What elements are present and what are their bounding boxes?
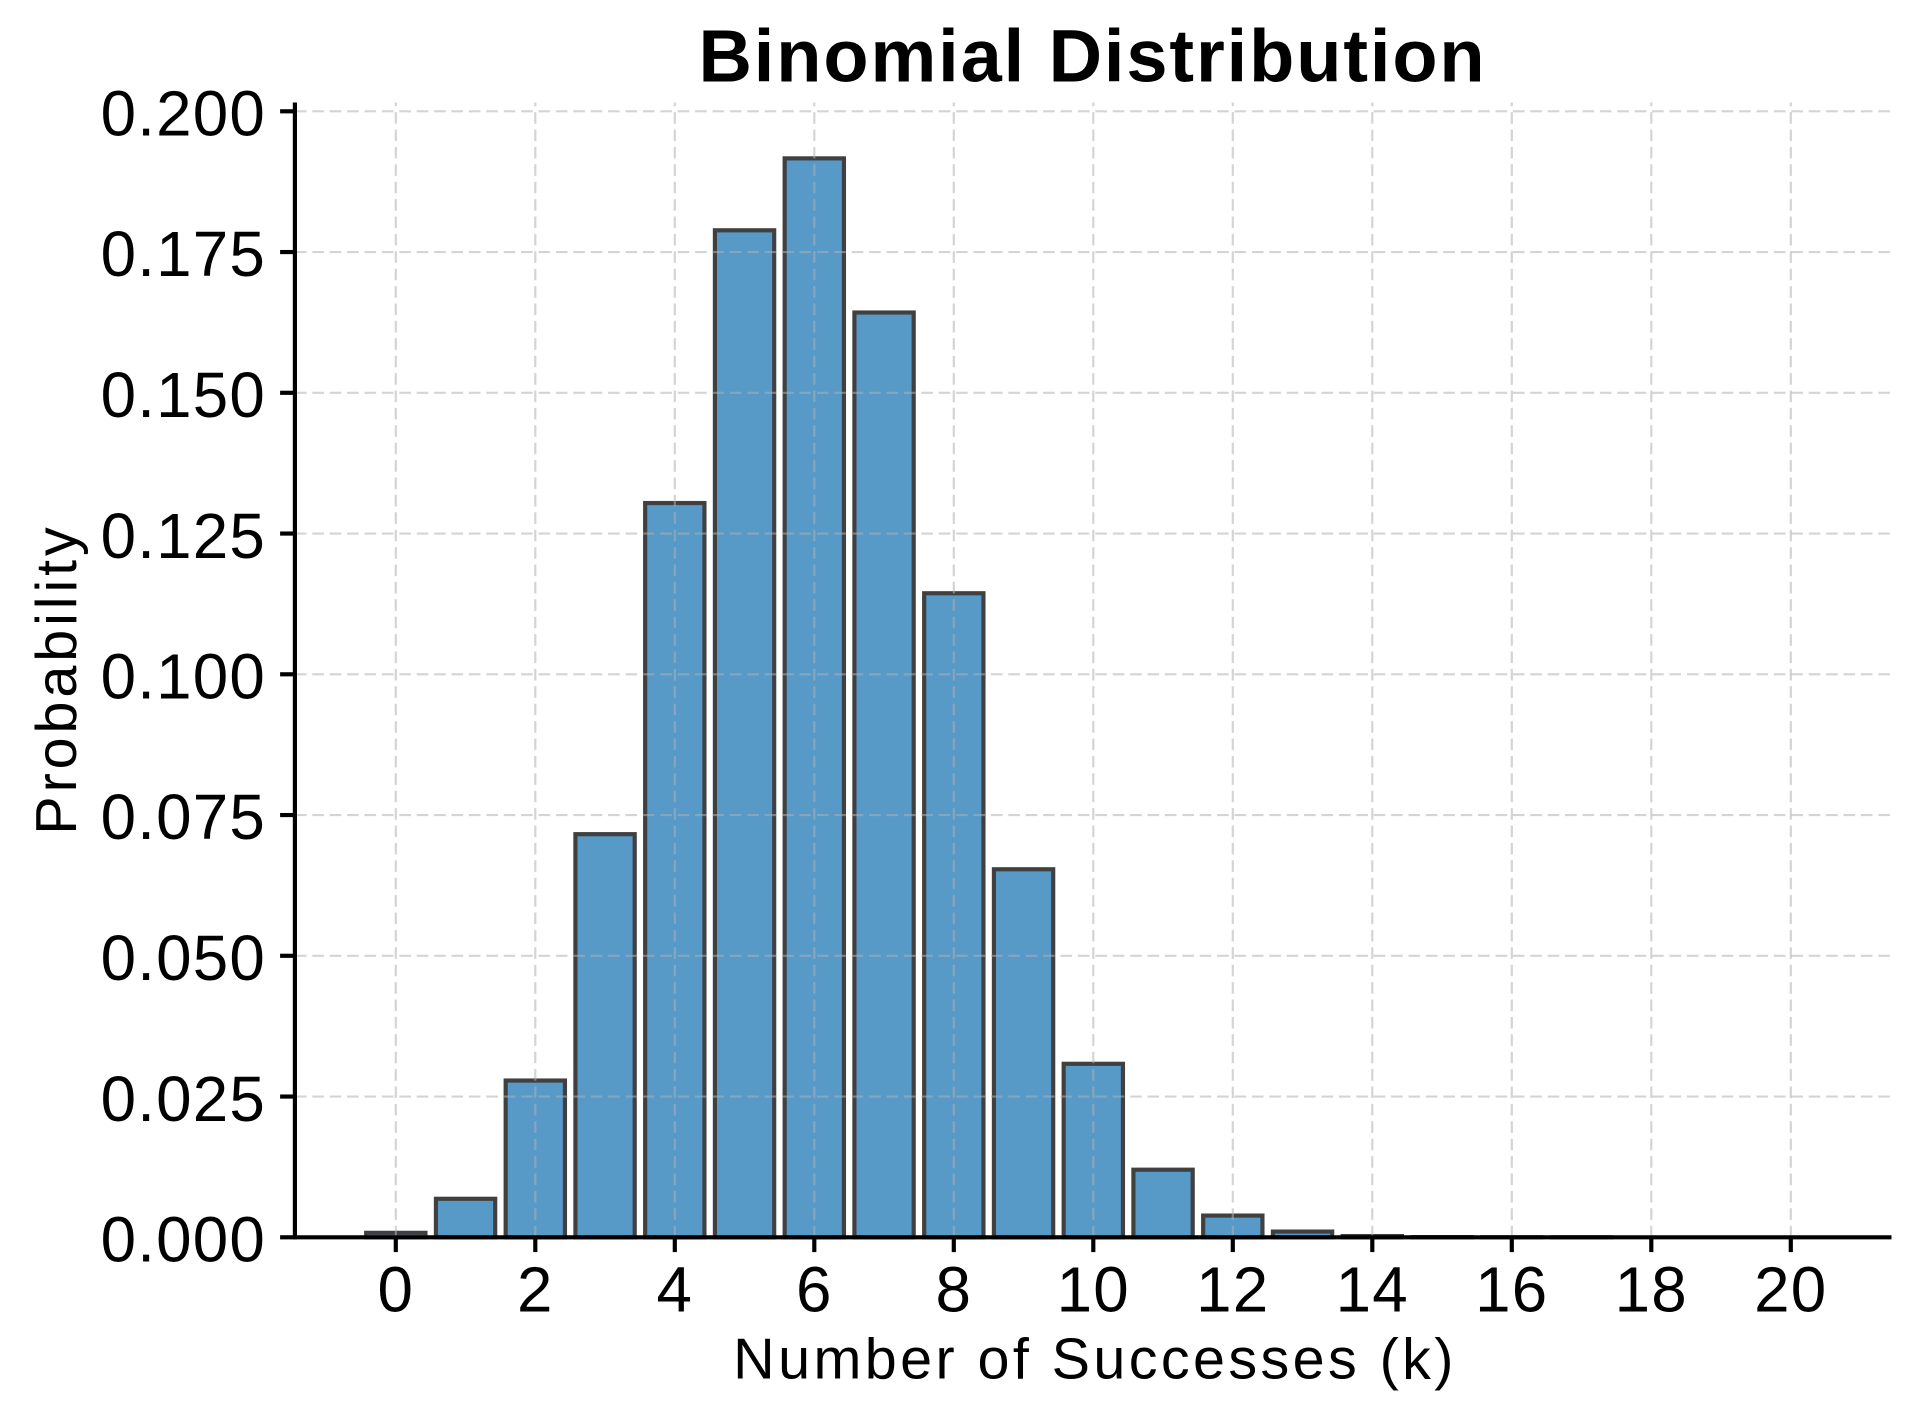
svg-text:0.125: 0.125 xyxy=(101,501,266,572)
svg-text:0.100: 0.100 xyxy=(101,642,266,713)
svg-text:0.175: 0.175 xyxy=(101,219,266,290)
svg-text:Probability: Probability xyxy=(25,523,89,834)
svg-text:0.200: 0.200 xyxy=(101,79,266,150)
svg-text:18: 18 xyxy=(1615,1255,1688,1326)
svg-text:16: 16 xyxy=(1475,1255,1548,1326)
svg-text:Number of Successes (k): Number of Successes (k) xyxy=(733,1327,1457,1391)
svg-text:0: 0 xyxy=(377,1255,414,1326)
svg-text:6: 6 xyxy=(796,1255,833,1326)
svg-text:0.025: 0.025 xyxy=(101,1064,266,1135)
svg-text:4: 4 xyxy=(656,1255,693,1326)
svg-text:2: 2 xyxy=(517,1255,554,1326)
svg-text:0.150: 0.150 xyxy=(101,360,266,431)
svg-text:0.000: 0.000 xyxy=(101,1205,266,1276)
svg-text:Binomial Distribution: Binomial Distribution xyxy=(698,15,1486,98)
svg-text:0.075: 0.075 xyxy=(101,782,266,853)
svg-text:12: 12 xyxy=(1196,1255,1269,1326)
svg-text:8: 8 xyxy=(935,1255,972,1326)
svg-text:20: 20 xyxy=(1754,1255,1827,1326)
svg-text:0.050: 0.050 xyxy=(101,923,266,994)
svg-text:10: 10 xyxy=(1057,1255,1130,1326)
svg-text:14: 14 xyxy=(1336,1255,1409,1326)
